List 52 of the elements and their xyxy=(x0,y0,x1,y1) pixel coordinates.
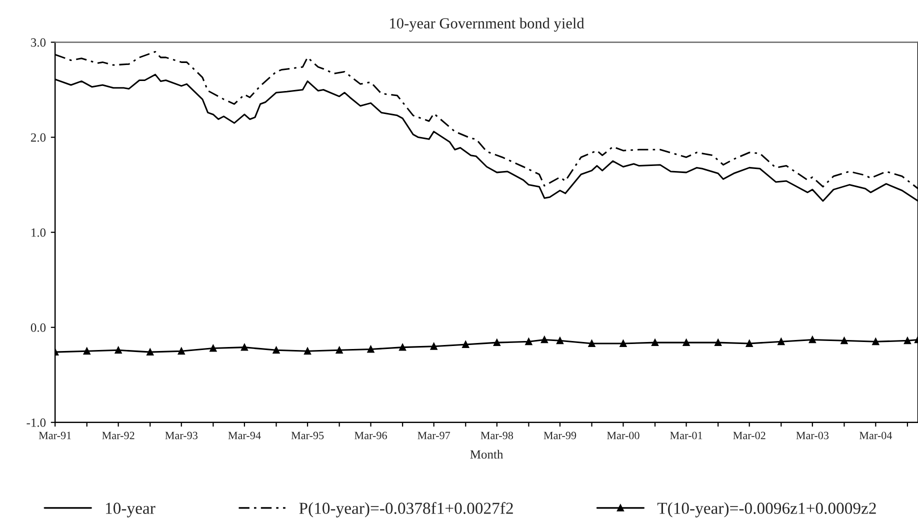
x-tick-label: Mar-03 xyxy=(796,432,829,440)
point xyxy=(493,339,500,346)
point xyxy=(525,338,532,346)
x-tick-label: Mar-94 xyxy=(228,432,261,440)
point xyxy=(399,344,406,351)
x-tick-label: Mar-95 xyxy=(291,432,324,440)
point xyxy=(652,339,658,346)
point xyxy=(83,348,90,355)
point xyxy=(146,348,154,356)
point xyxy=(588,340,596,347)
x-tick-label: Mar-98 xyxy=(480,432,514,440)
y-tick-label: 0.0 xyxy=(30,323,46,332)
x-tick-label: Mar-92 xyxy=(102,432,134,440)
point xyxy=(240,344,248,351)
point xyxy=(178,348,185,355)
point xyxy=(778,338,785,346)
point xyxy=(840,337,848,344)
legend-label: 10-year xyxy=(106,502,156,518)
point xyxy=(462,340,470,348)
point xyxy=(904,337,911,344)
point xyxy=(210,344,217,352)
point xyxy=(540,336,548,344)
point xyxy=(336,346,343,354)
point xyxy=(872,338,880,346)
legend-label: P(10-year)=-0.0378f1+0.0027f2 xyxy=(299,502,513,518)
point xyxy=(272,346,280,354)
x-tick-label: Mar-93 xyxy=(165,432,198,440)
x-tick-label: Mar-00 xyxy=(606,432,640,440)
y-tick-label: 1.0 xyxy=(32,228,46,237)
y-tick-label: 3.0 xyxy=(31,38,46,47)
point xyxy=(304,348,311,355)
point xyxy=(714,339,722,346)
x-tick-label: Mar-97 xyxy=(418,432,450,440)
point xyxy=(367,346,374,353)
y-tick-label: 2.0 xyxy=(30,133,46,142)
point xyxy=(620,340,627,347)
x-axis-title: Month xyxy=(470,450,504,459)
point xyxy=(746,340,753,347)
x-tick-label: Mar-99 xyxy=(544,432,576,440)
x-tick-label: Mar-91 xyxy=(38,432,71,440)
point xyxy=(556,337,564,344)
point xyxy=(430,342,438,350)
x-tick-label: Mar-02 xyxy=(733,432,766,440)
legend-label: T(10-year)=-0.0096z1+0.0009z2 xyxy=(657,502,876,518)
chart-title: 10-year Government bond yield xyxy=(390,18,584,32)
y-tick-label: -1.0 xyxy=(26,418,46,427)
x-tick-label: Mar-01 xyxy=(670,432,702,440)
x-tick-label: Mar-04 xyxy=(859,432,892,440)
point xyxy=(808,336,816,344)
point xyxy=(682,339,690,346)
x-tick-label: Mar-96 xyxy=(354,432,387,440)
point xyxy=(114,346,122,354)
